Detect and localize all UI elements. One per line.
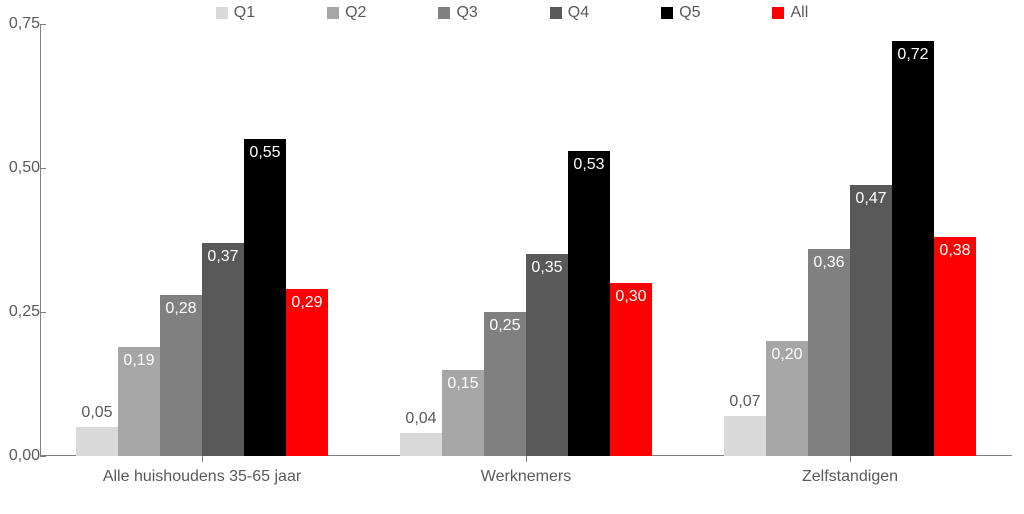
y-tick-label: 0,50 — [0, 159, 40, 177]
legend-item-q2: Q2 — [327, 4, 366, 22]
bar-value-label: 0,55 — [249, 145, 280, 161]
bar-value-label: 0,35 — [531, 260, 562, 276]
bar-value-label: 0,04 — [405, 411, 436, 427]
bar-zelfstandigen-q1: 0,07 — [724, 416, 766, 456]
legend-label: Q1 — [234, 4, 255, 22]
legend-item-all: All — [772, 4, 808, 22]
bar-alle-all: 0,29 — [286, 289, 328, 456]
bar-value-label: 0,38 — [939, 243, 970, 259]
bar-zelfstandigen-q4: 0,47 — [850, 185, 892, 456]
bar-alle-q1: 0,05 — [76, 427, 118, 456]
bar-werknemers-q4: 0,35 — [526, 254, 568, 456]
legend: Q1 Q2 Q3 Q4 Q5 All — [0, 4, 1024, 22]
bar-werknemers-q2: 0,15 — [442, 370, 484, 456]
bar-value-label: 0,19 — [123, 353, 154, 369]
legend-swatch — [772, 7, 784, 19]
bar-zelfstandigen-q5: 0,72 — [892, 41, 934, 456]
bar-value-label: 0,28 — [165, 301, 196, 317]
bar-value-label: 0,36 — [813, 255, 844, 271]
bar-value-label: 0,47 — [855, 191, 886, 207]
bar-value-label: 0,30 — [615, 289, 646, 305]
legend-item-q5: Q5 — [661, 4, 700, 22]
bar-value-label: 0,72 — [897, 47, 928, 63]
bar-value-label: 0,15 — [447, 376, 478, 392]
plot-area: 0,05 0,19 0,28 0,37 0,55 0,29 0,04 0,15 0,25 0,35… — [40, 24, 1012, 456]
bar-zelfstandigen-all: 0,38 — [934, 237, 976, 456]
legend-swatch — [550, 7, 562, 19]
category-label-alle: Alle huishoudens 35-65 jaar — [103, 468, 301, 486]
x-tick-mark — [850, 456, 851, 462]
legend-swatch — [661, 7, 673, 19]
legend-label: Q2 — [345, 4, 366, 22]
bar-value-label: 0,29 — [291, 295, 322, 311]
bar-alle-q4: 0,37 — [202, 243, 244, 456]
bar-werknemers-q5: 0,53 — [568, 151, 610, 456]
bar-value-label: 0,53 — [573, 157, 604, 173]
legend-label: All — [790, 4, 808, 22]
bar-werknemers-q1: 0,04 — [400, 433, 442, 456]
legend-item-q1: Q1 — [216, 4, 255, 22]
category-label-zelfstandigen: Zelfstandigen — [802, 468, 898, 486]
bar-alle-q3: 0,28 — [160, 295, 202, 456]
bar-value-label: 0,20 — [771, 347, 802, 363]
legend-label: Q3 — [456, 4, 477, 22]
bar-value-label: 0,37 — [207, 249, 238, 265]
bar-werknemers-q3: 0,25 — [484, 312, 526, 456]
bar-zelfstandigen-q3: 0,36 — [808, 249, 850, 456]
legend-label: Q4 — [568, 4, 589, 22]
x-tick-mark — [202, 456, 203, 462]
y-tick-label: 0,25 — [0, 303, 40, 321]
legend-item-q3: Q3 — [438, 4, 477, 22]
legend-label: Q5 — [679, 4, 700, 22]
x-tick-mark — [526, 456, 527, 462]
y-tick-label: 0,00 — [0, 447, 40, 465]
bar-alle-q2: 0,19 — [118, 347, 160, 456]
legend-item-q4: Q4 — [550, 4, 589, 22]
bar-alle-q5: 0,55 — [244, 139, 286, 456]
bar-werknemers-all: 0,30 — [610, 283, 652, 456]
bar-value-label: 0,05 — [81, 405, 112, 421]
bar-value-label: 0,07 — [729, 394, 760, 410]
grouped-bar-chart: Q1Q2Q3Q4Q5All 0,050,190,280,370,550,290,… — [0, 0, 1024, 514]
bar-zelfstandigen-q2: 0,20 — [766, 341, 808, 456]
legend-swatch — [438, 7, 450, 19]
bar-value-label: 0,25 — [489, 318, 520, 334]
y-tick-label: 0,75 — [0, 15, 40, 33]
legend-swatch — [216, 7, 228, 19]
category-label-werknemers: Werknemers — [481, 468, 571, 486]
legend-swatch — [327, 7, 339, 19]
